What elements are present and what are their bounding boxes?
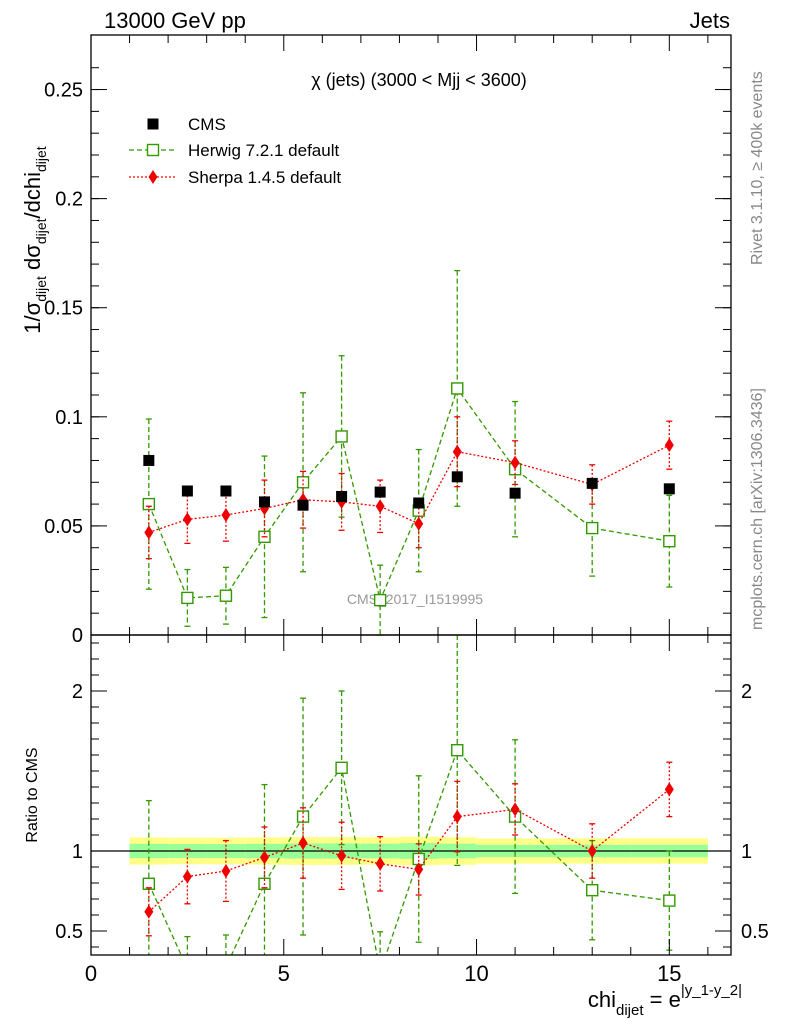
ratio-sherpa-point [510,802,520,817]
cms-point [181,485,193,497]
watermark: CMS_2017_I1519995 [347,591,483,607]
cms-point [451,471,463,483]
x-axis-label: chidijet = e|y_1-y_2| [588,982,742,1019]
ratio-herwig-line [148,748,670,955]
ratio-sherpa-point [587,844,597,858]
chart-title: χ (jets) (3000 < Mjj < 3600) [311,70,527,90]
legend-herwig-label: Herwig 7.2.1 default [188,141,339,160]
process-label: Jets [690,8,730,33]
main-ylabel: 1/σdijet dσdijet/dchidijet [20,146,49,334]
mcplots-label: mcplots.cern.ch [arXiv:1306.3436] [749,388,766,630]
ratio-ytick-label: 2 [72,681,83,703]
ratio-sherpa-point [414,862,424,877]
sherpa-point [182,512,192,527]
ratio-herwig-point [335,761,348,774]
cms-point [220,485,232,497]
xtick-label: 15 [657,961,681,986]
sherpa-point [510,455,520,470]
main-ytick-label: 0.15 [44,298,83,320]
ratio-frame [90,634,732,956]
ratio-panel: 0.5 0.5 1 1 2 2 0 5 10 15 [55,634,769,986]
sherpa-point [144,525,154,540]
ratio-sherpa-point [664,782,674,797]
herwig-point [181,591,194,605]
ratio-sherpa-point [452,809,462,824]
ratio-sherpa-point [298,836,308,850]
xtick-label: 5 [278,961,290,986]
ratio-ylabel: Ratio to CMS [24,747,41,842]
main-ytick-label: 0.25 [44,80,83,102]
ratio-ytick-label: 1 [72,841,83,863]
ratio-ytick-label-right: 2 [741,681,752,703]
svg-text:chidijet = e|y_1-y_2|: chidijet = e|y_1-y_2| [588,982,742,1019]
cms-point [413,497,425,509]
ratio-herwig-point [586,884,599,897]
sherpa-point [221,508,231,522]
sherpa-point [375,499,385,514]
ratio-ytick-label-right: 1 [741,841,752,863]
svg-text:1/σdijet dσdijet/dchidijet: 1/σdijet dσdijet/dchidijet [20,146,49,334]
sherpa-point [664,438,674,453]
herwig-point [219,589,233,602]
ratio-herwig-point [375,966,386,977]
ratio-herwig-point [220,962,231,973]
legend-herwig-marker [146,143,160,157]
main-panel: CMS_2017_I1519995 χ (jets) (3000 < Mjj <… [44,34,732,647]
herwig-point [451,382,464,395]
main-ytick-label: 0.2 [55,189,83,211]
cms-point [374,486,386,498]
herwig-point [586,521,599,535]
sherpa-point [452,444,462,459]
energy-label: 13000 GeV pp [104,8,246,33]
main-frame [90,34,732,636]
ratio-sherpa-line [148,788,670,913]
sherpa-point [414,516,424,531]
main-ytick-label: 0 [72,625,83,647]
rivet-label: Rivet 3.1.10, ≥ 400k events [749,71,766,265]
herwig-point [373,593,387,607]
ratio-sherpa-point [221,864,231,878]
ratio-sherpa-point [182,869,192,884]
cms-point [586,477,598,489]
legend: CMS Herwig 7.2.1 default Sherpa 1.4.5 defa… [129,115,341,187]
legend-cms-marker [147,118,159,130]
sherpa-line [148,444,670,534]
ratio-sherpa-point [259,850,269,865]
main-ytick-label: 0.1 [55,407,83,429]
ratio-sherpa-point [337,848,347,863]
xtick-label: 0 [85,961,97,986]
ratio-sherpa-point [375,856,385,871]
ratio-sherpa-point [144,904,154,919]
ratio-herwig-point [182,963,193,974]
cms-point [663,483,675,495]
xtick-label: 10 [464,961,488,986]
cms-point [297,499,309,511]
ratio-ytick-label: 0.5 [55,921,83,943]
cms-point [143,454,155,466]
legend-sherpa-label: Sherpa 1.4.5 default [188,168,341,187]
herwig-point [663,534,676,548]
ratio-herwig-point [663,894,676,907]
cms-point [336,490,348,502]
herwig-point [296,476,310,489]
herwig-point [142,497,156,511]
cms-point [258,496,270,508]
legend-cms-label: CMS [188,115,226,134]
ratio-ytick-label-right: 0.5 [741,921,769,943]
herwig-point [335,430,348,443]
legend-sherpa-marker [148,170,158,184]
ratio-herwig-point [451,744,464,757]
main-ytick-label: 0.05 [44,516,83,538]
cms-point [509,487,521,499]
